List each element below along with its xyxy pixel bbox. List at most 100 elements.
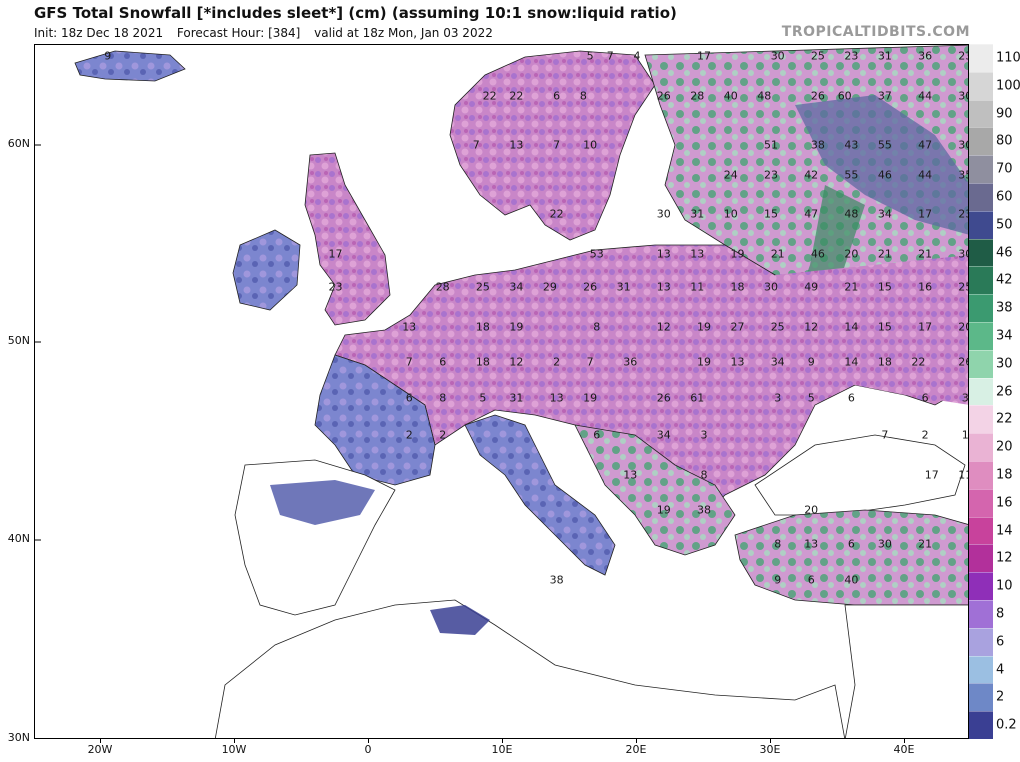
lon-label-20w: 20W	[87, 743, 113, 756]
snowfall-value: 16	[918, 280, 933, 294]
snowfall-value: 18	[877, 355, 892, 369]
snowfall-value: 30	[770, 49, 785, 63]
legend-label: 38	[996, 300, 1013, 316]
legend-swatch	[969, 210, 993, 240]
snowfall-value: 22	[482, 89, 497, 103]
snowfall-value: 30	[764, 280, 778, 294]
snowfall-value: 8	[700, 468, 708, 482]
legend-swatch	[969, 294, 993, 323]
legend-swatch	[969, 433, 993, 462]
lat-label-40n: 40N	[7, 532, 30, 545]
snowfall-value: 13	[402, 320, 417, 334]
lat-label-60n: 60N	[7, 137, 30, 150]
snowfall-value: 11	[958, 468, 968, 482]
legend-label: 8	[996, 606, 1005, 622]
legend-label: 4	[996, 662, 1005, 677]
snowfall-value: 13	[656, 280, 671, 294]
snowfall-value: 25	[770, 320, 785, 334]
snowfall-value: 22	[911, 355, 926, 369]
map-subtitle: Init: 18z Dec 18 2021 Forecast Hour: [38…	[34, 26, 503, 40]
snowfall-value: 31	[877, 49, 892, 63]
snowfall-value: 5	[479, 391, 487, 405]
lon-label-10w: 10W	[221, 743, 247, 756]
snowfall-value: 25	[810, 49, 825, 63]
snowfall-value: 17	[918, 320, 933, 334]
snowfall-value: 26	[583, 280, 598, 294]
snowfall-value: 10	[583, 138, 598, 152]
snowfall-value: 40	[723, 89, 738, 103]
snowfall-value: 13	[656, 247, 671, 261]
snowfall-value: 28	[435, 280, 450, 294]
snowfall-value: 47	[918, 138, 933, 152]
snowfall-value: 18	[730, 280, 745, 294]
snowfall-value: 17	[697, 49, 711, 63]
legend-label: 16	[996, 495, 1013, 511]
snowfall-value: 25	[958, 280, 968, 294]
snowfall-value: 12	[509, 355, 524, 369]
legend-label: 90	[996, 106, 1013, 121]
legend-swatch	[969, 155, 993, 184]
snowfall-value: 20	[958, 320, 968, 334]
lon-label-10e: 10E	[491, 743, 513, 756]
lon-label-0: 0	[364, 743, 372, 756]
snowfall-value: 5	[586, 49, 594, 63]
snowfall-value: 3	[961, 391, 969, 405]
lon-label-40e: 40E	[893, 743, 915, 756]
legend-label: 20	[996, 439, 1013, 455]
legend-swatch	[969, 405, 993, 434]
snowfall-value: 21	[770, 247, 785, 261]
legend-swatch	[969, 655, 993, 684]
snowfall-map: 9574173025233136232222682628404826603744…	[34, 44, 969, 739]
snowfall-value: 18	[475, 355, 490, 369]
lon-label-30e: 30E	[759, 743, 781, 756]
legend-label: 110	[996, 50, 1020, 66]
snowfall-value: 34	[770, 355, 785, 369]
snowfall-value: 7	[472, 138, 480, 152]
legend-swatch	[969, 71, 993, 101]
snowfall-value: 10	[723, 207, 738, 221]
legend-label: 50	[996, 217, 1013, 233]
snowfall-value: 5	[807, 391, 815, 405]
snowfall-value: 8	[579, 89, 587, 103]
snowfall-value: 34	[509, 280, 524, 294]
lat-label-30n: 30N	[7, 731, 30, 744]
snowfall-value: 44	[918, 89, 933, 103]
snowfall-value: 17	[918, 207, 933, 221]
legend-swatch	[969, 99, 993, 128]
snowfall-value: 38	[549, 573, 564, 586]
snowfall-value: 53	[589, 247, 604, 261]
snowfall-value: 2	[439, 428, 447, 442]
snowfall-value: 60	[837, 89, 852, 103]
snowfall-value: 7	[405, 355, 413, 369]
color-legend: 110 100 90 80 70 60 50 46 42 38 34 30 26 22 20 18 16 14 12…	[969, 44, 1020, 740]
legend-swatch	[969, 600, 993, 629]
legend-label: 10	[996, 578, 1013, 594]
snowfall-value: 21	[918, 247, 933, 261]
snowfall-value: 30	[958, 138, 968, 152]
snowfall-value: 6	[847, 391, 855, 405]
snowfall-value: 8	[593, 320, 601, 334]
snowfall-value: 6	[553, 89, 561, 103]
legend-label: 12	[996, 550, 1013, 566]
snowfall-value: 18	[475, 320, 490, 334]
snowfall-value: 11	[690, 280, 705, 294]
legend-swatch	[969, 44, 993, 73]
legend-label: 42	[996, 272, 1013, 288]
snowfall-value: 30	[877, 537, 892, 551]
legend-label: 46	[996, 245, 1013, 260]
snowfall-value: 31	[616, 280, 631, 294]
snowfall-value: 6	[807, 573, 815, 586]
legend-swatch	[969, 183, 993, 212]
snowfall-value: 6	[439, 355, 447, 369]
snowfall-value: 34	[656, 428, 671, 442]
snowfall-value: 13	[804, 537, 819, 551]
snowfall-value: 2	[405, 428, 413, 442]
legend-label: 18	[996, 467, 1013, 483]
snowfall-value: 19	[656, 503, 671, 517]
snowfall-value: 9	[774, 573, 782, 586]
snowfall-value: 38	[697, 503, 711, 517]
snowfall-value: 13	[730, 355, 745, 369]
snowfall-value: 44	[918, 168, 933, 182]
snowfall-value: 42	[804, 168, 819, 182]
snowfall-value: 46	[877, 168, 892, 182]
